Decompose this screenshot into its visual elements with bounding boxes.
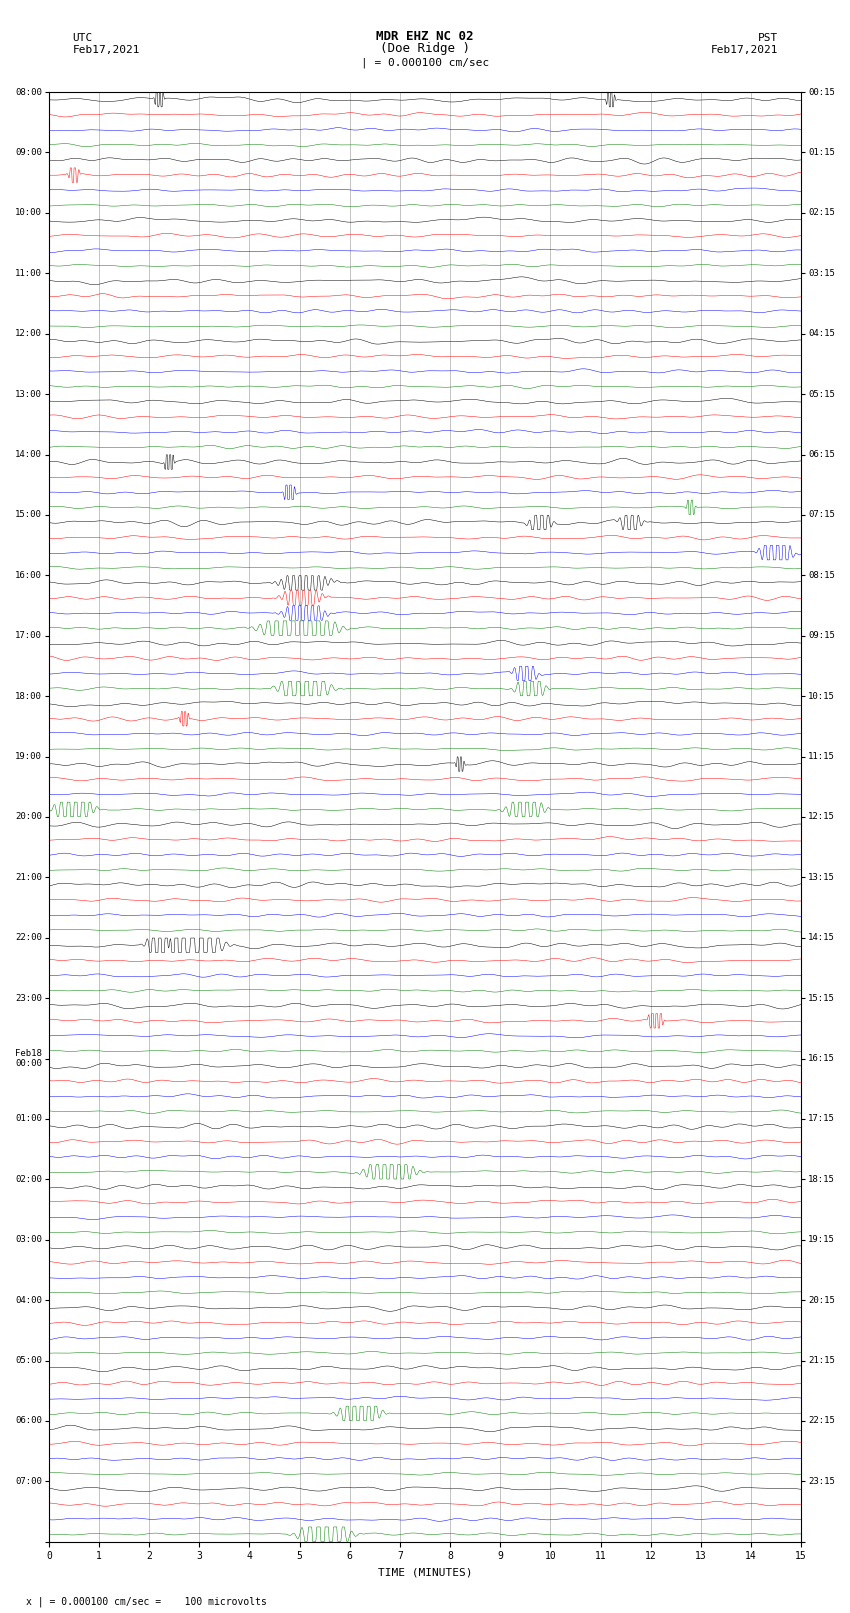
Text: | = 0.000100 cm/sec: | = 0.000100 cm/sec — [361, 56, 489, 68]
Text: Feb17,2021: Feb17,2021 — [72, 45, 139, 55]
Text: Feb17,2021: Feb17,2021 — [711, 45, 778, 55]
X-axis label: TIME (MINUTES): TIME (MINUTES) — [377, 1568, 473, 1578]
Text: MDR EHZ NC 02: MDR EHZ NC 02 — [377, 29, 473, 44]
Text: (Doe Ridge ): (Doe Ridge ) — [380, 42, 470, 55]
Text: x | = 0.000100 cm/sec =    100 microvolts: x | = 0.000100 cm/sec = 100 microvolts — [26, 1595, 266, 1607]
Text: UTC: UTC — [72, 32, 93, 44]
Text: PST: PST — [757, 32, 778, 44]
